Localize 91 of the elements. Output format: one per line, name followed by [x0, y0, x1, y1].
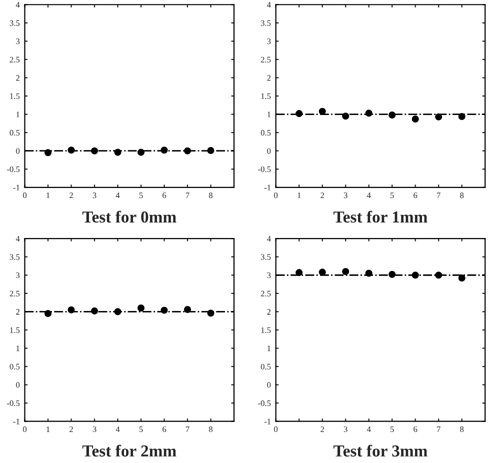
- y-tick-label: -0.5: [258, 166, 271, 172]
- x-tick-label: 4: [366, 426, 371, 432]
- x-tick-label: 8: [208, 192, 213, 198]
- x-tick-label: 2: [320, 192, 324, 198]
- x-tick-label: 3: [344, 192, 348, 198]
- x-tick-label: 0: [22, 192, 27, 198]
- y-tick-label: 1.5: [10, 327, 20, 333]
- x-tick-label: 7: [437, 426, 440, 432]
- y-tick-label: 0.5: [260, 364, 271, 370]
- y-tick-label: 3: [267, 38, 271, 44]
- x-tick-label: 0: [274, 426, 278, 432]
- x-tick-label: 3: [344, 426, 348, 432]
- y-tick-label: 0.5: [10, 364, 20, 370]
- point: [412, 116, 419, 123]
- y-tick-label: 3.5: [260, 20, 271, 26]
- y-tick-label: 3.5: [10, 254, 20, 260]
- y-tick-label: 4: [16, 236, 20, 242]
- x-tick-label: 1: [298, 192, 301, 198]
- y-tick-label: -1: [264, 418, 270, 424]
- y-tick-label: 2: [267, 75, 271, 81]
- y-tick-label: 1.5: [261, 93, 271, 100]
- point: [435, 113, 442, 120]
- x-tick-label: 3: [92, 426, 96, 432]
- x-tick-label: 7: [186, 426, 190, 432]
- y-tick-label: 1: [16, 112, 20, 118]
- x-axis-title: Test for 3mm: [334, 444, 428, 457]
- x-tick-label: 1: [46, 426, 50, 432]
- x-tick-label: 8: [208, 426, 213, 432]
- x-tick-label: 4: [366, 192, 371, 198]
- y-tick-label: 2.5: [10, 56, 20, 62]
- y-tick-label: 2: [267, 309, 271, 315]
- y-tick-label: 0.5: [260, 130, 271, 136]
- y-tick-label: 4: [266, 236, 271, 242]
- x-tick-label: 1: [46, 192, 50, 198]
- y-tick-label: -1: [13, 418, 20, 424]
- x-tick-label: 5: [139, 426, 143, 432]
- point: [365, 110, 372, 117]
- y-tick-label: 1.5: [261, 327, 271, 333]
- y-tick-label: 1: [16, 346, 20, 352]
- y-tick-label: 0.5: [10, 130, 20, 136]
- y-tick-label: 1: [268, 346, 270, 352]
- y-tick-label: 2: [16, 309, 20, 315]
- y-tick-label: 3: [16, 38, 20, 44]
- x-tick-label: 0: [22, 426, 27, 432]
- x-tick-label: 6: [414, 426, 418, 432]
- x-tick-label: 4: [116, 426, 120, 432]
- x-tick-label: 2: [70, 426, 73, 432]
- x-tick-label: 0: [274, 192, 278, 198]
- y-tick-label: 4: [266, 2, 271, 8]
- x-tick-label: 5: [390, 192, 394, 198]
- x-tick-label: 2: [320, 426, 324, 432]
- y-tick-label: 0: [267, 382, 271, 388]
- y-tick-label: 3.5: [260, 254, 271, 260]
- x-tick-label: 6: [162, 192, 166, 198]
- x-tick-label: 6: [414, 192, 418, 198]
- y-tick-label: 2.5: [260, 56, 271, 62]
- y-tick-label: 3: [16, 272, 20, 278]
- y-tick-label: -0.5: [7, 400, 20, 406]
- y-tick-label: 3: [267, 272, 271, 278]
- y-tick-label: 0: [267, 148, 271, 154]
- x-tick-label: 6: [162, 426, 166, 432]
- y-tick-label: 1: [268, 112, 270, 118]
- point: [458, 112, 466, 120]
- x-tick-label: 3: [92, 192, 96, 198]
- x-tick-label: 5: [390, 426, 394, 432]
- y-tick-label: 2.5: [260, 290, 271, 296]
- point: [296, 110, 303, 118]
- x-tick-label: 8: [460, 192, 464, 198]
- y-tick-label: -1: [264, 184, 270, 190]
- x-axis-title: Test for 0mm: [82, 210, 176, 223]
- x-tick-label: 2: [70, 192, 73, 198]
- x-tick-label: 4: [116, 192, 120, 198]
- x-tick-label: 7: [186, 192, 190, 198]
- y-tick-label: 3.5: [10, 20, 20, 26]
- y-tick-label: 2: [16, 75, 20, 81]
- point: [318, 108, 326, 115]
- y-tick-label: -1: [13, 184, 20, 190]
- x-axis-title: Test for 1mm: [334, 210, 428, 223]
- point: [388, 112, 396, 119]
- y-tick-label: 1.5: [10, 93, 20, 100]
- x-tick-label: 8: [460, 426, 464, 432]
- y-tick-label: 2.5: [10, 290, 20, 296]
- x-tick-label: 7: [437, 192, 440, 198]
- y-tick-label: -0.5: [258, 400, 271, 406]
- y-tick-label: 0: [16, 148, 20, 154]
- y-tick-label: -0.5: [7, 166, 20, 172]
- x-axis-title: Test for 2mm: [82, 444, 176, 457]
- y-tick-label: 0: [16, 382, 20, 388]
- x-tick-label: 5: [139, 192, 143, 198]
- y-tick-label: 4: [16, 2, 20, 8]
- point: [342, 112, 350, 120]
